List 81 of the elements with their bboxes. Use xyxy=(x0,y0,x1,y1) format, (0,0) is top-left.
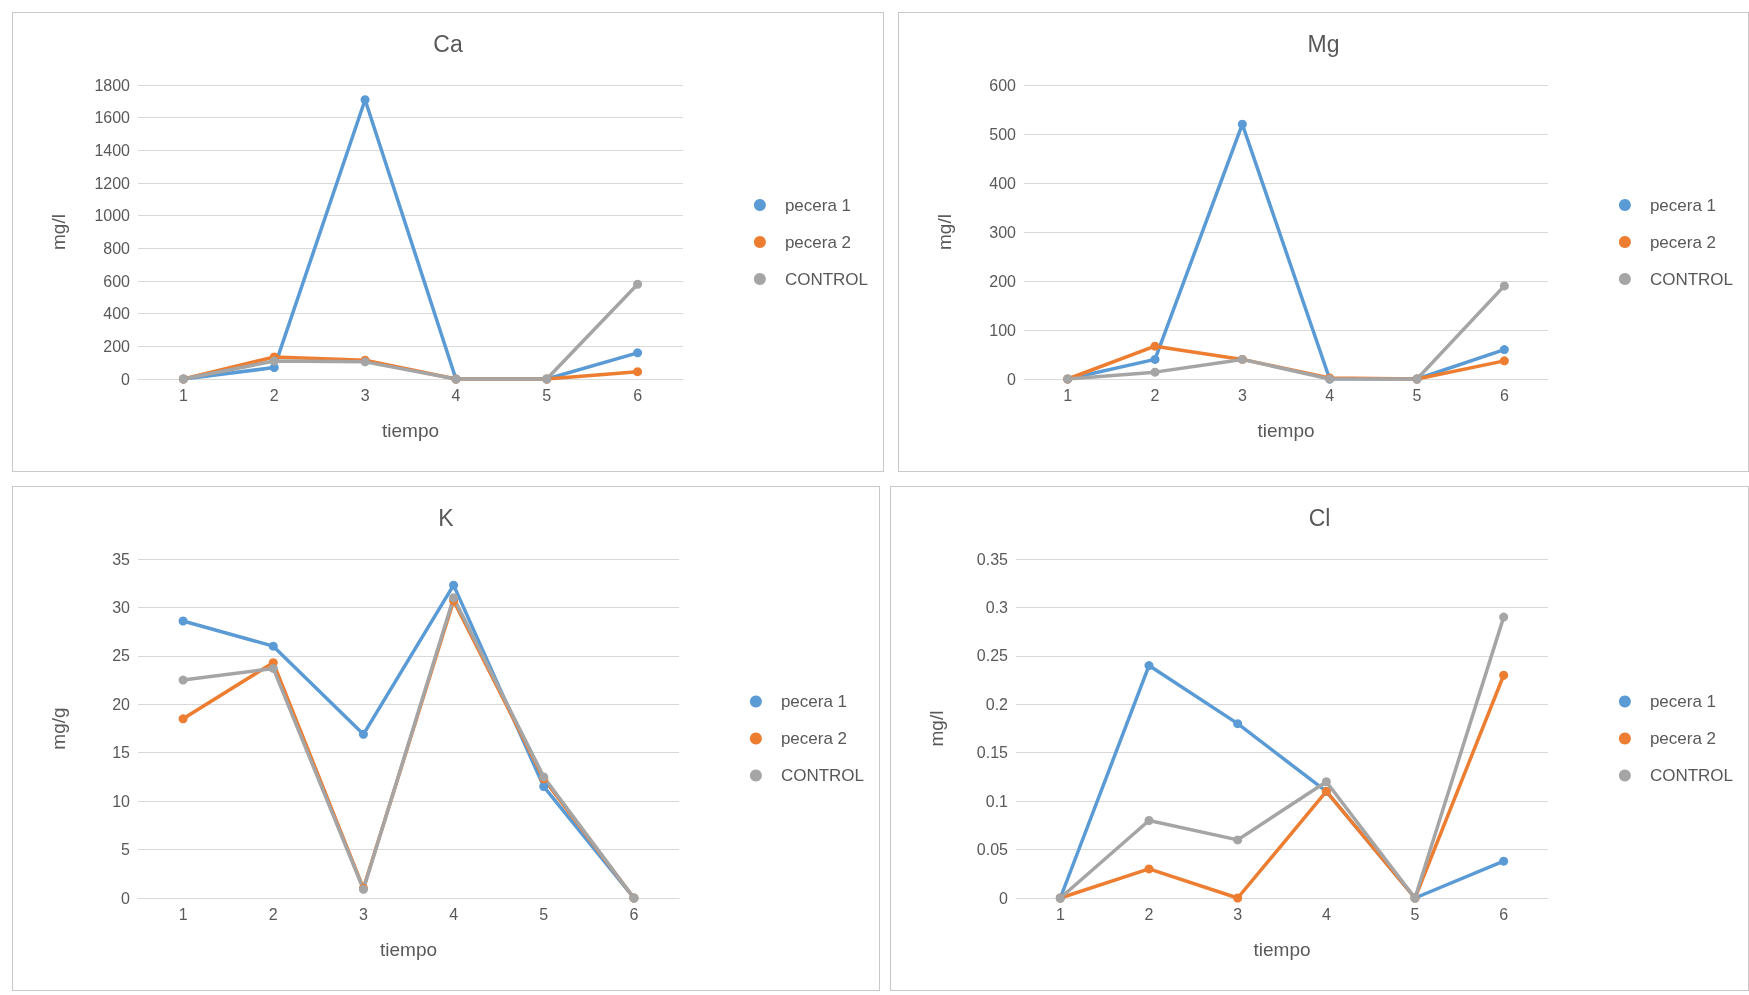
y-axis-title: mg/l xyxy=(926,710,947,747)
y-tick-label: 600 xyxy=(103,272,131,290)
legend-label: pecera 1 xyxy=(1649,692,1717,711)
y-tick-label: 0 xyxy=(121,370,131,388)
x-tick-label: 1 xyxy=(178,386,188,404)
legend-label: CONTROL xyxy=(784,269,869,289)
chart-title: Cl xyxy=(1308,504,1331,531)
x-tick-label: 4 xyxy=(449,905,459,923)
y-tick-label: 1200 xyxy=(94,174,131,192)
y-tick-label: 0 xyxy=(999,889,1009,907)
y-tick-label: 20 xyxy=(112,695,131,713)
legend-label: pecera 2 xyxy=(1649,232,1717,252)
legend-label: pecera 1 xyxy=(784,195,852,215)
x-tick-label: 2 xyxy=(1144,905,1154,923)
y-tick-label: 1800 xyxy=(94,76,131,94)
y-tick-label: 0.35 xyxy=(976,550,1009,568)
y-tick-label: 200 xyxy=(103,337,131,355)
x-tick-label: 1 xyxy=(178,905,188,923)
x-tick-label: 3 xyxy=(1233,905,1243,923)
y-tick-label: 30 xyxy=(112,598,131,616)
y-tick-label: 1600 xyxy=(94,109,131,127)
legend-label: CONTROL xyxy=(780,766,865,785)
y-tick-label: 800 xyxy=(103,239,131,257)
x-tick-label: 4 xyxy=(451,386,461,404)
y-axis-title: mg/l xyxy=(934,214,955,250)
x-tick-label: 1 xyxy=(1055,905,1065,923)
x-tick-label: 6 xyxy=(629,905,639,923)
x-tick-label: 2 xyxy=(1150,386,1160,404)
y-tick-label: 0.15 xyxy=(976,744,1009,762)
y-tick-label: 0.25 xyxy=(976,647,1009,665)
y-tick-label: 10 xyxy=(112,792,131,810)
x-tick-label: 4 xyxy=(1321,905,1331,923)
chart-title: K xyxy=(438,504,455,531)
y-tick-label: 15 xyxy=(112,744,131,762)
x-tick-label: 6 xyxy=(1499,386,1509,404)
y-tick-label: 1400 xyxy=(94,141,131,159)
x-tick-label: 1 xyxy=(1063,386,1073,404)
legend-label: pecera 2 xyxy=(784,232,852,252)
legend-label: pecera 1 xyxy=(1649,195,1717,215)
y-tick-label: 0.05 xyxy=(976,841,1009,859)
y-axis-title: mg/g xyxy=(48,707,69,750)
x-tick-label: 2 xyxy=(268,905,278,923)
x-tick-label: 2 xyxy=(269,386,279,404)
y-tick-label: 200 xyxy=(989,272,1017,290)
y-tick-label: 5 xyxy=(121,841,131,859)
legend-label: CONTROL xyxy=(1649,766,1734,785)
y-tick-label: 0 xyxy=(1007,370,1017,388)
y-tick-label: 1000 xyxy=(94,207,131,225)
chart-title: Ca xyxy=(433,30,463,57)
legend-label: pecera 2 xyxy=(780,729,848,748)
x-axis-title: tiempo xyxy=(379,939,438,960)
x-tick-label: 4 xyxy=(1325,386,1335,404)
x-tick-label: 6 xyxy=(633,386,643,404)
y-axis-title: mg/l xyxy=(48,214,69,250)
y-tick-label: 600 xyxy=(989,76,1017,94)
x-tick-label: 5 xyxy=(1410,905,1420,923)
x-tick-label: 5 xyxy=(539,905,549,923)
x-axis-title: tiempo xyxy=(1253,939,1311,960)
x-tick-label: 3 xyxy=(1237,386,1247,404)
y-tick-label: 0.3 xyxy=(985,598,1009,616)
y-tick-label: 0 xyxy=(121,889,131,907)
chart-title: Mg xyxy=(1307,30,1340,57)
legend-label: pecera 1 xyxy=(780,692,848,711)
y-tick-label: 35 xyxy=(112,550,131,568)
y-tick-label: 500 xyxy=(989,125,1017,143)
y-tick-label: 0.2 xyxy=(985,695,1009,713)
y-tick-label: 25 xyxy=(112,647,131,665)
x-tick-label: 3 xyxy=(360,386,370,404)
legend-label: pecera 2 xyxy=(1649,729,1717,748)
y-tick-label: 400 xyxy=(103,305,131,323)
x-axis-title: tiempo xyxy=(1257,420,1315,441)
x-tick-label: 6 xyxy=(1499,905,1509,923)
y-tick-label: 400 xyxy=(989,174,1017,192)
y-tick-label: 300 xyxy=(989,223,1017,241)
x-axis-title: tiempo xyxy=(381,420,440,441)
x-tick-label: 5 xyxy=(542,386,552,404)
y-tick-label: 100 xyxy=(989,321,1017,339)
y-tick-label: 0.1 xyxy=(985,792,1009,810)
legend-label: CONTROL xyxy=(1649,269,1734,289)
x-tick-label: 5 xyxy=(1412,386,1422,404)
x-tick-label: 3 xyxy=(358,905,368,923)
